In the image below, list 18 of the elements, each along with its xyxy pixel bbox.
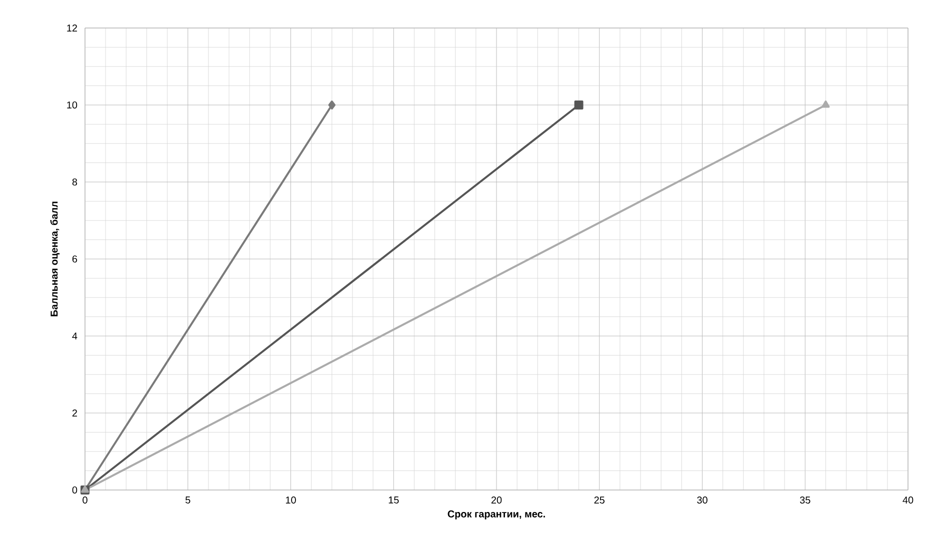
x-tick-label: 30 [697,496,708,504]
x-tick-label: 25 [594,496,604,504]
y-tick-label: 8 [72,178,78,186]
x-tick-label: 15 [388,496,399,504]
x-tick-label: 40 [902,496,914,504]
x-tick-label: 10 [286,496,296,504]
y-tick-label: 10 [67,101,78,109]
x-axis-title: Срок гарантии, мес. [448,510,545,520]
y-axis-title: Балльная оценка, балл [50,202,60,316]
y-tick-label: 4 [72,332,78,340]
y-tick-label: 0 [72,486,78,494]
x-tick-label: 20 [491,496,502,504]
x-tick-label: 0 [82,496,88,504]
x-tick-label: 35 [800,496,810,504]
y-tick-label: 12 [67,24,77,32]
x-tick-label: 5 [186,496,190,504]
y-tick-label: 6 [72,255,78,263]
y-tick-label: 2 [72,410,77,416]
